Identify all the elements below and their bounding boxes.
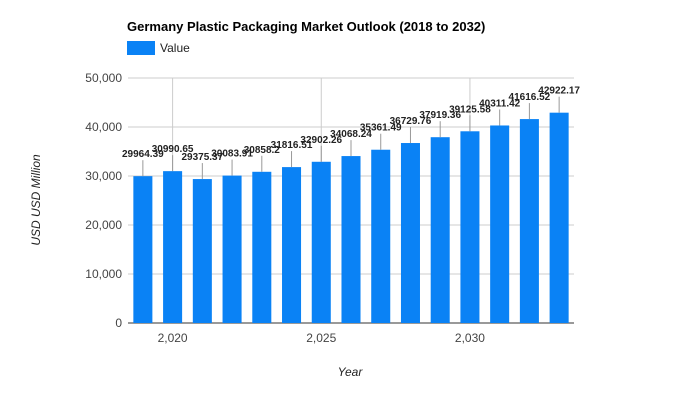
legend: Value (127, 41, 190, 55)
y-tick-label: 50,000 (85, 71, 122, 85)
bar (311, 161, 331, 323)
bars (133, 112, 569, 323)
data-label: 42922.17 (538, 86, 580, 97)
chart-title: Germany Plastic Packaging Market Outlook… (127, 19, 485, 34)
y-axis-title: USD USD Million (29, 154, 43, 246)
data-label: 37919.36 (419, 110, 461, 121)
data-label: 32902.26 (300, 135, 342, 146)
y-tick-label: 20,000 (85, 218, 122, 232)
legend-label: Value (160, 41, 190, 55)
bar (371, 149, 391, 323)
x-tick-label: 2,025 (306, 331, 336, 345)
data-labels: 29964.3930990.6529375.3730083.9130858.23… (122, 86, 580, 180)
x-tick-label: 2,020 (158, 331, 188, 345)
x-axis-title: Year (338, 365, 364, 379)
data-label: 39125.58 (449, 104, 491, 115)
bar (519, 119, 539, 323)
bar (400, 143, 420, 323)
bar (192, 179, 212, 323)
bar (163, 171, 183, 323)
bar (222, 175, 242, 323)
data-label: 36729.76 (390, 116, 432, 127)
data-label: 35361.49 (360, 123, 402, 134)
y-tick-label: 40,000 (85, 120, 122, 134)
y-axis-ticks: 0 10,000 20,000 30,000 40,000 50,000 (85, 71, 122, 330)
x-axis-ticks: 2,020 2,025 2,030 (158, 331, 486, 345)
x-tick-label: 2,030 (455, 331, 485, 345)
data-label: 29375.37 (181, 152, 223, 163)
data-label: 34068.24 (330, 129, 372, 140)
y-tick-label: 0 (115, 316, 122, 330)
bar (490, 125, 510, 323)
bar (341, 156, 361, 323)
data-label: 30858.2 (244, 145, 281, 156)
bar (133, 176, 153, 323)
y-tick-label: 30,000 (85, 169, 122, 183)
data-label: 41616.52 (509, 92, 551, 103)
data-label: 29964.39 (122, 149, 164, 160)
data-label: 40311.42 (479, 98, 521, 109)
legend-swatch (127, 41, 155, 55)
data-label: 30990.65 (152, 144, 194, 155)
data-label: 31816.51 (271, 140, 313, 151)
bar (252, 171, 272, 323)
bar (430, 137, 450, 323)
bar (460, 131, 480, 323)
y-tick-label: 10,000 (85, 267, 122, 281)
bar (549, 112, 569, 323)
bar (282, 167, 302, 323)
data-label: 30083.91 (211, 149, 253, 160)
